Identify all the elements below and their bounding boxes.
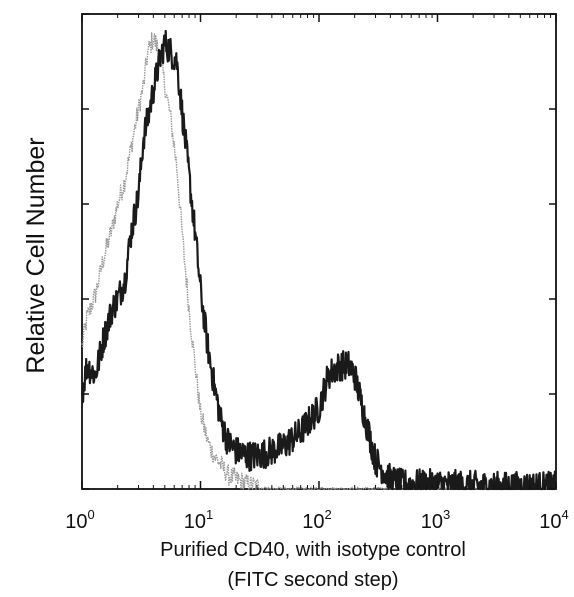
x-axis-sublabel: (FITC second step)	[227, 569, 398, 591]
ticks-group	[81, 13, 557, 490]
axis-labels: Purified CD40, with isotype control (FITC…	[22, 137, 466, 591]
y-axis-label: Relative Cell Number	[22, 137, 50, 373]
x-tick-labels: 100 101 102 103 104	[65, 507, 568, 533]
x-tick-label: 103	[421, 507, 450, 533]
x-tick-label: 101	[184, 507, 213, 533]
x-tick-label: 102	[302, 507, 331, 533]
series-group	[80, 29, 558, 491]
x-tick-label: 104	[539, 507, 568, 533]
x-tick-label: 100	[65, 507, 94, 533]
x-axis-label: Purified CD40, with isotype control	[160, 539, 466, 561]
series-line-cd40	[80, 29, 558, 491]
